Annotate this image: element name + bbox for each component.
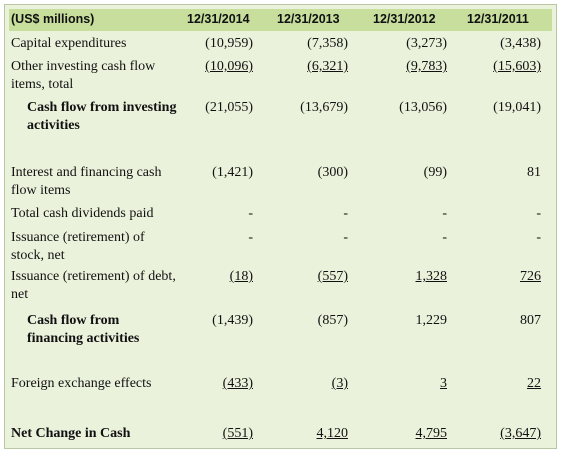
row-label: Total cash dividends paid: [11, 206, 154, 221]
cell-value: (3,647): [500, 426, 541, 441]
row-label: Issuance (retirement) of stock, net: [11, 230, 145, 263]
column-header: 12/31/2011: [467, 12, 529, 26]
cell-value: (857): [317, 313, 348, 328]
row-label: Capital expenditures: [11, 36, 127, 51]
cell-value: -: [343, 206, 348, 221]
cell-value: -: [536, 230, 541, 245]
row-label: Issuance (retirement) of debt, net: [11, 269, 176, 302]
cell-value: 3: [440, 376, 447, 391]
cell-value: (3): [331, 376, 348, 391]
cell-value: 726: [520, 269, 541, 284]
column-header: 12/31/2014: [187, 12, 250, 26]
cell-value: (1,421): [212, 165, 253, 180]
cell-value: 4,795: [415, 426, 448, 441]
cell-value: -: [536, 206, 541, 221]
header-bar: [9, 9, 552, 31]
row-label: Foreign exchange effects: [11, 376, 152, 391]
cell-value: 1,229: [415, 313, 448, 328]
cell-value: (7,358): [307, 36, 348, 51]
cell-value: -: [343, 230, 348, 245]
table: (US$ millions) 12/31/2014 12/31/2013 12/31/…: [4, 4, 557, 449]
cell-value: (433): [222, 376, 253, 391]
cell-value: 81: [527, 165, 541, 180]
cell-value: 1,328: [415, 269, 448, 284]
cell-value: (13,056): [399, 100, 447, 115]
column-header: 12/31/2012: [373, 12, 436, 26]
cell-value: -: [248, 206, 253, 221]
row-label: Cash flow from financing activities: [27, 313, 140, 346]
cell-value: 807: [520, 313, 541, 328]
row-label: Cash flow from investing activities: [27, 100, 177, 133]
cell-value: (6,321): [307, 59, 348, 74]
cell-value: (18): [229, 269, 253, 284]
row-label: Interest and financing cash flow items: [11, 165, 162, 198]
cell-value: (19,041): [493, 100, 541, 115]
cell-value: -: [248, 230, 253, 245]
cell-value: 22: [527, 376, 541, 391]
cell-value: (21,055): [205, 100, 253, 115]
cell-value: (1,439): [212, 313, 253, 328]
cell-value: (300): [317, 165, 348, 180]
cell-value: (10,096): [205, 59, 253, 74]
row-label: Other investing cash flow items, total: [11, 59, 156, 92]
row-label: Net Change in Cash: [11, 426, 131, 441]
cell-value: (557): [317, 269, 348, 284]
cell-value: (99): [423, 165, 447, 180]
cell-value: -: [442, 206, 447, 221]
cell-value: (9,783): [406, 59, 447, 74]
cell-value: (10,959): [205, 36, 253, 51]
cell-value: 4,120: [316, 426, 349, 441]
cell-value: -: [442, 230, 447, 245]
units-header: (US$ millions): [11, 12, 95, 26]
cell-value: (3,438): [500, 36, 541, 51]
cell-value: (3,273): [406, 36, 447, 51]
column-header: 12/31/2013: [277, 12, 340, 26]
cell-value: (13,679): [300, 100, 348, 115]
cell-value: (15,603): [493, 59, 541, 74]
cell-value: (551): [222, 426, 253, 441]
